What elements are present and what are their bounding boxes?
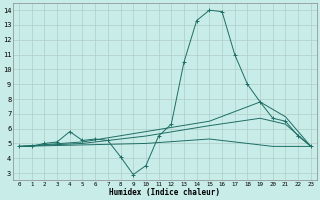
X-axis label: Humidex (Indice chaleur): Humidex (Indice chaleur)	[109, 188, 220, 197]
